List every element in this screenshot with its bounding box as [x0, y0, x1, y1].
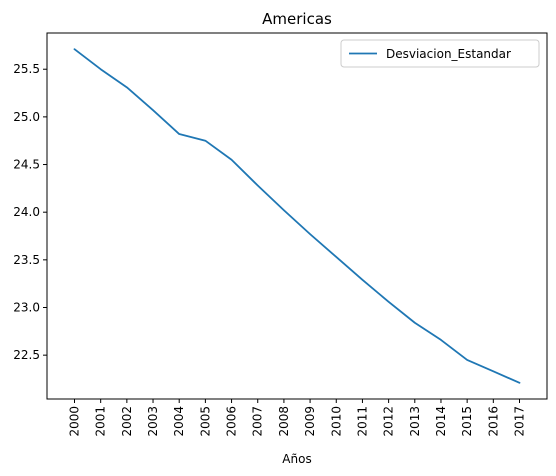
- x-tick-label: 2000: [68, 406, 82, 437]
- x-tick-label: 2013: [408, 406, 422, 437]
- y-tick-label: 22.5: [13, 348, 40, 362]
- legend: Desviacion_Estandar: [340, 39, 540, 68]
- x-tick-label: 2011: [355, 406, 369, 437]
- x-tick-label: 2014: [434, 406, 448, 437]
- x-tick-label: 2006: [225, 406, 239, 437]
- x-tick-label: 2008: [277, 406, 291, 437]
- x-tick-label: 2015: [460, 406, 474, 437]
- y-tick-label: 24.0: [13, 205, 40, 219]
- y-tick-label: 25.0: [13, 110, 40, 124]
- y-tick-label: 24.5: [13, 158, 40, 172]
- x-tick-label: 2005: [198, 406, 212, 437]
- x-tick-label: 2010: [329, 406, 343, 437]
- x-axis: 2000 2001 2002 2003 2004 2005 2006 2007 2008 2009…: [68, 399, 527, 437]
- x-tick-label: 2003: [146, 406, 160, 437]
- series-layer: [73, 48, 521, 384]
- x-tick-label: 2012: [382, 406, 396, 437]
- legend-box: [340, 39, 540, 68]
- x-axis-label: Años: [282, 452, 311, 466]
- x-tick-label: 2007: [251, 406, 265, 437]
- chart-title: Americas: [262, 10, 332, 28]
- x-tick-label: 2017: [513, 406, 527, 437]
- legend-label: Desviacion_Estandar: [386, 47, 511, 61]
- y-axis: 22.5 23.0 23.5 24.0 24.5 25.0 25.5: [13, 62, 47, 362]
- y-tick-label: 25.5: [13, 62, 40, 76]
- x-tick-label: 2009: [303, 406, 317, 437]
- plot-area: [46, 32, 548, 400]
- y-tick-label: 23.5: [13, 253, 40, 267]
- x-tick-label: 2004: [172, 406, 186, 437]
- x-tick-label: 2016: [486, 406, 500, 437]
- x-tick-label: 2002: [120, 406, 134, 437]
- series-line: [73, 48, 521, 384]
- x-tick-label: 2001: [94, 406, 108, 437]
- y-tick-label: 23.0: [13, 301, 40, 315]
